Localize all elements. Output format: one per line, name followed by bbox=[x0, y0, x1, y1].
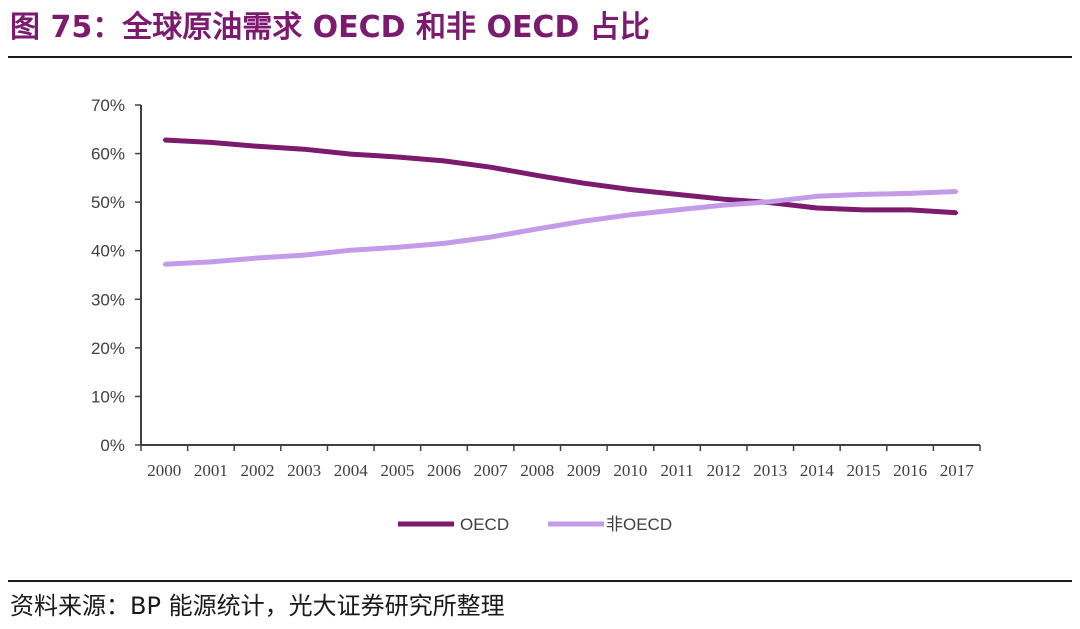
x-tick-label: 2014 bbox=[800, 461, 835, 480]
data-point bbox=[722, 203, 726, 207]
data-point bbox=[349, 152, 353, 156]
x-tick-label: 2009 bbox=[567, 461, 601, 480]
data-point bbox=[628, 213, 632, 217]
data-point bbox=[349, 248, 353, 252]
series-line-1 bbox=[164, 137, 957, 216]
data-point bbox=[722, 197, 726, 201]
x-tick-label: 2011 bbox=[660, 461, 693, 480]
source-note: 资料来源：BP 能源统计，光大证券研究所整理 bbox=[10, 592, 505, 620]
data-point bbox=[209, 140, 213, 144]
data-point bbox=[768, 200, 772, 204]
data-point bbox=[535, 227, 539, 231]
y-tick-label: 50% bbox=[91, 193, 125, 212]
x-tick-label: 2008 bbox=[520, 461, 554, 480]
data-point bbox=[628, 188, 632, 192]
x-tick-label: 2004 bbox=[334, 461, 369, 480]
x-tick-label: 2006 bbox=[427, 461, 461, 480]
legend-label-1: OECD bbox=[460, 515, 509, 534]
x-tick-label: 2001 bbox=[194, 461, 228, 480]
data-point bbox=[442, 159, 446, 163]
x-tick-label: 2002 bbox=[241, 461, 275, 480]
x-tick-label: 2005 bbox=[380, 461, 414, 480]
x-tick-label: 2015 bbox=[846, 461, 880, 480]
data-point bbox=[861, 208, 865, 212]
data-point bbox=[582, 181, 586, 185]
x-tick-label: 2012 bbox=[707, 461, 741, 480]
y-tick-label: 10% bbox=[91, 387, 125, 406]
data-point bbox=[209, 260, 213, 264]
legend-label-2: 非OECD bbox=[606, 515, 672, 534]
bottom-divider bbox=[8, 580, 1072, 582]
data-point bbox=[535, 173, 539, 177]
data-point bbox=[395, 245, 399, 249]
data-point bbox=[815, 194, 819, 198]
figure-title: 图 75：全球原油需求 OECD 和非 OECD 占比 bbox=[10, 10, 650, 45]
line-chart: 0% 10% 20% 30% 40% 50% 60% 70% 2000 2001 2002 2003 2… bbox=[91, 96, 981, 534]
y-tick-label: 60% bbox=[91, 145, 125, 164]
data-point bbox=[908, 191, 912, 195]
data-point bbox=[582, 219, 586, 223]
x-tick-label: 2007 bbox=[474, 461, 509, 480]
top-divider bbox=[8, 56, 1072, 58]
data-point bbox=[955, 211, 959, 215]
data-point bbox=[162, 262, 166, 266]
data-point bbox=[256, 144, 260, 148]
data-point bbox=[302, 147, 306, 151]
y-tick-label: 0% bbox=[100, 436, 125, 455]
data-point bbox=[675, 192, 679, 196]
data-point bbox=[395, 155, 399, 159]
data-point bbox=[908, 208, 912, 212]
data-point bbox=[442, 241, 446, 245]
y-tick-label: 30% bbox=[91, 290, 125, 309]
y-tick-label: 70% bbox=[91, 96, 125, 115]
x-tick-label: 2013 bbox=[753, 461, 787, 480]
data-point bbox=[675, 208, 679, 212]
x-tick-label: 2000 bbox=[147, 461, 181, 480]
x-tick-label: 2016 bbox=[893, 461, 927, 480]
x-tick-label: 2003 bbox=[287, 461, 321, 480]
y-tick-label: 20% bbox=[91, 339, 125, 358]
x-tick-label: 2010 bbox=[613, 461, 647, 480]
data-point bbox=[815, 206, 819, 210]
series-line-2 bbox=[164, 189, 957, 267]
data-point bbox=[489, 235, 493, 239]
data-point bbox=[302, 253, 306, 257]
data-point bbox=[489, 165, 493, 169]
data-point bbox=[256, 256, 260, 260]
data-point bbox=[955, 189, 959, 193]
data-point bbox=[861, 192, 865, 196]
y-tick-label: 40% bbox=[91, 242, 125, 261]
x-tick-label: 2017 bbox=[940, 461, 975, 480]
data-point bbox=[162, 138, 166, 142]
